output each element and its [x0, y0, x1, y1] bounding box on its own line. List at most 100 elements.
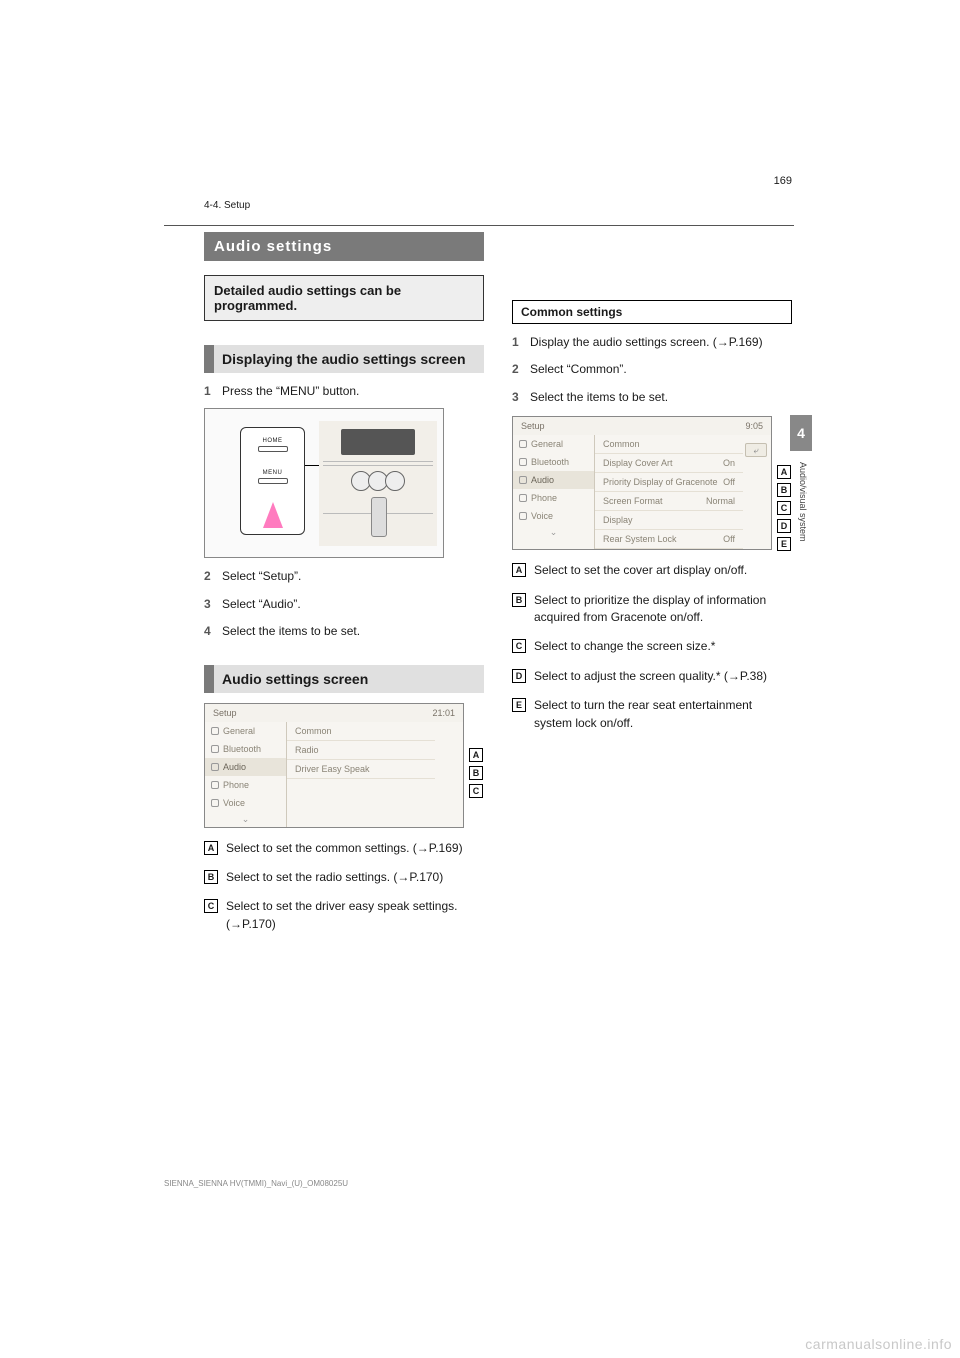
menu-label: Phone [223, 780, 249, 790]
home-label: HOME [241, 438, 304, 444]
step-4a: 4 Select the items to be set. [204, 623, 484, 640]
step-text: Select “Setup”. [222, 568, 301, 585]
chevron-down-icon: ⌄ [205, 812, 286, 827]
back-icon: ⤶ [745, 443, 767, 457]
letter-text: Select to adjust the screen quality.* (→… [534, 668, 767, 685]
badge: B [204, 870, 218, 884]
row-value: On [723, 458, 735, 468]
menu-bluetooth: Bluetooth [513, 453, 594, 471]
step-2b: 2 Select “Common”. [512, 361, 792, 378]
screen-title: Setup [213, 708, 237, 718]
menu-phone: Phone [205, 776, 286, 794]
list-row: Rear System LockOff [595, 530, 743, 549]
letter-a2: A Select to set the cover art display on/… [512, 562, 792, 579]
menu-general: General [513, 435, 594, 453]
section-audio-settings-screen: Audio settings screen [204, 665, 484, 693]
step-number: 3 [512, 389, 524, 406]
row-label: Screen Format [603, 496, 663, 506]
gauge-icon [385, 471, 405, 491]
watermark: carmanualsonline.info [805, 1336, 952, 1352]
list-row: Screen Format Normal [595, 492, 743, 511]
menu-label: General [531, 439, 563, 449]
dash-line [323, 465, 433, 466]
phone-icon [519, 494, 527, 502]
screen-time: 9:05 [745, 421, 763, 431]
home-button [258, 446, 288, 452]
step-1a: 1 Press the “MENU” button. [204, 383, 484, 400]
badge-a: A [777, 465, 791, 479]
right-column: Common settings 1Display the audio setti… [512, 232, 792, 933]
step-number: 4 [204, 623, 216, 640]
list-row: Common [595, 435, 743, 454]
letter-b2: BSelect to prioritize the display of inf… [512, 592, 792, 627]
list-row: Common [287, 722, 435, 741]
menu-general: General [205, 722, 286, 740]
step-number: 3 [204, 596, 216, 613]
row-label: Display [603, 515, 633, 525]
page-title: Audio settings [204, 232, 484, 261]
arrow-up-icon [263, 502, 283, 528]
gear-icon [519, 440, 527, 448]
step-text: Select “Common”. [530, 361, 627, 378]
shifter [371, 497, 387, 537]
badge: A [512, 563, 526, 577]
bluetooth-icon [211, 745, 219, 753]
menu-audio: Audio [513, 471, 594, 489]
badge: C [512, 639, 526, 653]
page-number: 169 [774, 175, 792, 187]
badge: C [204, 899, 218, 913]
callout-badges: A B C [469, 748, 483, 798]
menu-button-diagram: HOME MENU [204, 408, 444, 558]
badge-a: A [469, 748, 483, 762]
note-icon [211, 763, 219, 771]
setup-side-menu: General Bluetooth Audio Phone Voice ⌄ [205, 722, 287, 827]
step-2a: 2Select “Setup”. [204, 568, 484, 585]
badge-d: D [777, 519, 791, 533]
screen-time: 21:01 [432, 708, 455, 718]
step-number: 1 [512, 334, 524, 351]
setup-screen-2: Setup 9:05 ⤶ General Bluetooth Audio Pho… [512, 416, 772, 550]
chapter-label: Audio/visual system [798, 462, 808, 542]
list-row: Display Cover ArtOn [595, 454, 743, 473]
menu-phone: Phone [513, 489, 594, 507]
voice-icon [211, 799, 219, 807]
step-text: Select the items to be set. [530, 389, 668, 406]
letter-c1: C Select to set the driver easy speak set… [204, 898, 484, 933]
row-label: Priority Display of Gracenote [603, 477, 718, 487]
menu-bluetooth: Bluetooth [205, 740, 286, 758]
step-text: Display the audio settings screen. (→P.1… [530, 334, 763, 351]
badge-b: B [469, 766, 483, 780]
menu-label: Phone [531, 493, 557, 503]
menu-label: Audio [531, 475, 554, 485]
list-row: Radio [287, 741, 435, 760]
step-number: 2 [512, 361, 524, 378]
chevron-down-icon: ⌄ [513, 525, 594, 540]
step-text: Select the items to be set. [222, 623, 360, 640]
letter-a1: ASelect to set the common settings. (→P.… [204, 840, 484, 857]
list-row: Display [595, 511, 743, 530]
row-label: Driver Easy Speak [295, 764, 370, 774]
buttons-panel: HOME MENU [240, 427, 305, 535]
list-row: Driver Easy Speak [287, 760, 435, 779]
badge-b: B [777, 483, 791, 497]
screen-title: Setup [521, 421, 545, 431]
letter-text: Select to set the common settings. (→P.1… [226, 840, 463, 857]
gauge-cluster [351, 471, 406, 491]
callout-badges: A B C D E [777, 465, 791, 551]
step-text: Press the “MENU” button. [222, 383, 359, 400]
step-number: 1 [204, 383, 216, 400]
letter-text: Select to set the driver easy speak sett… [226, 898, 484, 933]
badge: D [512, 669, 526, 683]
row-value: Normal [706, 496, 735, 506]
letter-text: Select to set the cover art display on/o… [534, 562, 747, 579]
menu-audio: Audio [205, 758, 286, 776]
row-label: Common [603, 439, 640, 449]
menu-voice: Voice [513, 507, 594, 525]
dashboard-illustration [319, 421, 437, 546]
menu-label: Audio [223, 762, 246, 772]
badge: E [512, 698, 526, 712]
center-display [341, 429, 415, 455]
step-1b: 1 Display the audio settings screen. (→P.… [512, 334, 792, 351]
badge-e: E [777, 537, 791, 551]
letter-text: Select to prioritize the display of info… [534, 592, 792, 627]
